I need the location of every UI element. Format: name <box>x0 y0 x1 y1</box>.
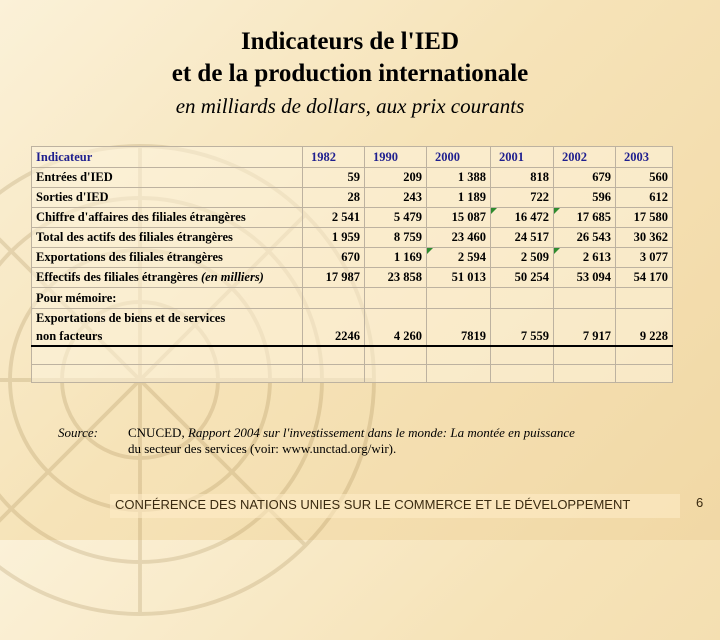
table-row: Sorties d'IED 28 243 1 189 722 596 612 <box>31 187 673 208</box>
table-cell: 1 189 <box>426 187 491 208</box>
table-cell: 30 362 <box>615 227 673 248</box>
table-cell: 53 094 <box>553 267 616 288</box>
source-report-title: Rapport 2004 sur l'investissement dans l… <box>187 425 575 440</box>
memo-row: Pour mémoire: <box>31 287 673 309</box>
header-cell: 2002 <box>553 146 616 168</box>
table-cell: 2246 <box>302 327 365 347</box>
table-cell: 7 559 <box>490 327 554 347</box>
table-cell: 7 917 <box>553 327 616 347</box>
row-label: Effectifs des filiales étrangères (en mi… <box>31 267 303 288</box>
table-cell: 23 460 <box>426 227 491 248</box>
footer-text: CONFÉRENCE DES NATIONS UNIES SUR LE COMM… <box>115 497 631 512</box>
table-cell: 17 580 <box>615 207 673 228</box>
table-cell: 5 479 <box>364 207 427 228</box>
header-cell: Indicateur <box>31 146 303 168</box>
table-cell: 209 <box>364 167 427 188</box>
footer-band <box>110 494 680 518</box>
row-label: Entrées d'IED <box>31 167 303 188</box>
table-cell: 51 013 <box>426 267 491 288</box>
table-cell: 59 <box>302 167 365 188</box>
table-cell: 2 541 <box>302 207 365 228</box>
memo-label: Pour mémoire: <box>31 287 303 309</box>
table-cell: 3 077 <box>615 247 673 268</box>
table-header-row: Indicateur 1982 1990 2000 2001 2002 2003 <box>31 146 673 168</box>
table-row: Exportations des filiales étrangères 670… <box>31 247 673 268</box>
row-label: Chiffre d'affaires des filiales étrangèr… <box>31 207 303 228</box>
exports-label-line-1: Exportations de biens et de services <box>31 308 303 327</box>
table-row: Total des actifs des filiales étrangères… <box>31 227 673 248</box>
table-cell: 15 087 <box>426 207 491 228</box>
table-cell: 9 228 <box>615 327 673 347</box>
exports-label-line-2: non facteurs <box>31 327 303 347</box>
table-cell: 560 <box>615 167 673 188</box>
header-cell: 2001 <box>490 146 554 168</box>
table-cell: 2 594 <box>426 247 491 268</box>
table-cell: 679 <box>553 167 616 188</box>
table-cell: 8 759 <box>364 227 427 248</box>
header-cell: 1990 <box>364 146 427 168</box>
blank-row <box>31 345 673 365</box>
table-row: Effectifs des filiales étrangères (en mi… <box>31 267 673 288</box>
source-org: CNUCED, <box>128 425 188 440</box>
table-cell: 612 <box>615 187 673 208</box>
table-cell: 670 <box>302 247 365 268</box>
exports-row-label: Exportations de biens et de services <box>31 308 673 327</box>
source-text: CNUCED, Rapport 2004 sur l'investissemen… <box>128 425 628 457</box>
exports-row: non facteurs 2246 4 260 7819 7 559 7 917… <box>31 327 673 347</box>
table-cell: 4 260 <box>364 327 427 347</box>
slide-subtitle: en milliards de dollars, aux prix couran… <box>175 94 525 118</box>
table-cell: 243 <box>364 187 427 208</box>
table-cell: 2 613 <box>553 247 616 268</box>
row-label: Exportations des filiales étrangères <box>31 247 303 268</box>
row-label: Sorties d'IED <box>31 187 303 208</box>
table-cell: 24 517 <box>490 227 554 248</box>
row-label-text: Effectifs des filiales étrangères <box>36 270 198 284</box>
indicators-table: Indicateur 1982 1990 2000 2001 2002 2003… <box>31 146 673 383</box>
table-cell: 818 <box>490 167 554 188</box>
table-cell: 16 472 <box>490 207 554 228</box>
table-cell: 1 169 <box>364 247 427 268</box>
row-label: Total des actifs des filiales étrangères <box>31 227 303 248</box>
table-cell: 17 987 <box>302 267 365 288</box>
table-cell: 596 <box>553 187 616 208</box>
table-cell: 17 685 <box>553 207 616 228</box>
table-cell: 1 959 <box>302 227 365 248</box>
row-label-unit: (en milliers) <box>201 270 264 284</box>
table-cell: 722 <box>490 187 554 208</box>
source-label: Source: <box>58 425 98 440</box>
table-row: Entrées d'IED 59 209 1 388 818 679 560 <box>31 167 673 188</box>
table-cell: 50 254 <box>490 267 554 288</box>
title-line-1: Indicateurs de l'IED <box>240 28 460 55</box>
header-cell: 2000 <box>426 146 491 168</box>
page-number: 6 <box>696 495 704 510</box>
title-line-2: et de la production internationale <box>171 60 529 87</box>
table-row: Chiffre d'affaires des filiales étrangèr… <box>31 207 673 228</box>
table-cell: 28 <box>302 187 365 208</box>
table-cell: 26 543 <box>553 227 616 248</box>
header-cell: 2003 <box>615 146 673 168</box>
table-cell: 7819 <box>426 327 491 347</box>
table-cell: 2 509 <box>490 247 554 268</box>
table-cell: 54 170 <box>615 267 673 288</box>
header-cell: 1982 <box>302 146 365 168</box>
table-cell: 23 858 <box>364 267 427 288</box>
source-line-2: du secteur des services (voir: www.uncta… <box>128 441 397 456</box>
blank-row <box>31 364 673 383</box>
table-cell: 1 388 <box>426 167 491 188</box>
